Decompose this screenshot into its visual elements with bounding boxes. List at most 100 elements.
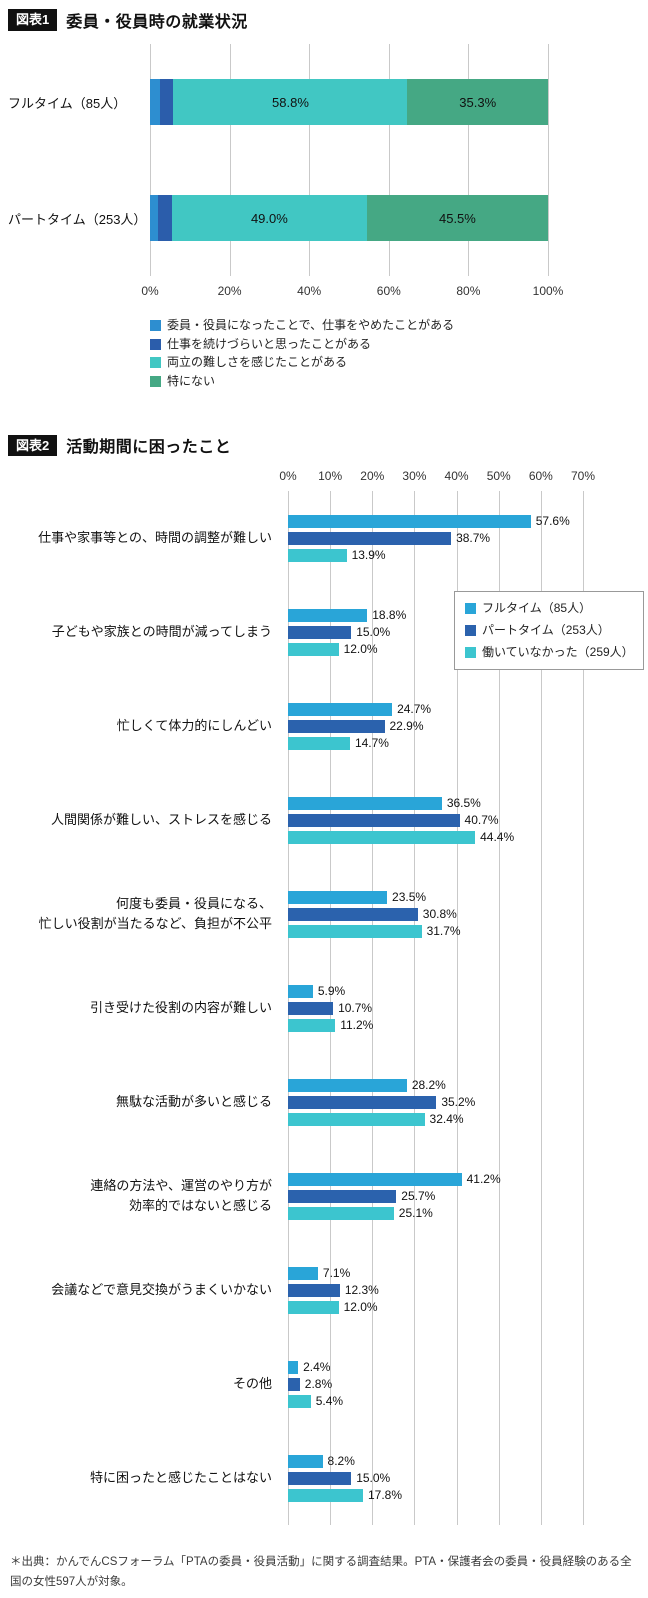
chart2-value-label: 22.9% — [389, 719, 424, 734]
chart2-value-label: 10.7% — [338, 1001, 373, 1016]
chart2-bar — [288, 548, 347, 562]
legend-swatch — [465, 646, 476, 658]
chart2-bar — [288, 608, 368, 622]
chart2-value-label: 38.7% — [456, 531, 491, 546]
chart2-category-label: 子どもや家族との時間が減ってしまう — [51, 623, 272, 639]
chart2-bar-group: 41.2% 25.7% 25.1% — [288, 1169, 583, 1224]
chart2-value-label: 17.8% — [368, 1488, 403, 1503]
chart1-gridline — [309, 44, 311, 276]
chart1-axis-tick: 40% — [297, 284, 322, 298]
chart2-value-label: 8.2% — [327, 1454, 355, 1469]
legend-label: パートタイム（253人） — [482, 622, 610, 637]
chart1-bar-area: 58.8% 35.3% — [150, 44, 548, 160]
chart2-bar-line: 10.7% — [288, 1001, 583, 1016]
chart2-category-label: 会議などで意見交換がうまくいかない — [51, 1281, 272, 1297]
chart2-bar-line: 11.2% — [288, 1018, 583, 1032]
chart2-axis-tick: 10% — [318, 469, 343, 484]
chart2-bar — [288, 924, 422, 938]
legend-label: 特にない — [167, 373, 216, 388]
chart2-bar — [288, 736, 350, 750]
chart2-value-label: 35.2% — [441, 1095, 476, 1110]
chart1-legend-item: 委員・役員になったことで、仕事をやめたことがある — [150, 318, 648, 334]
chart1-stacked-bar: 58.8% 35.3% — [150, 79, 548, 125]
legend-label: 仕事を続けづらいと思ったことがある — [167, 336, 372, 351]
chart2-row: 特に困ったと感じたことはない 8.2% 15.0% 17.8% — [0, 1431, 648, 1525]
chart1-figure-tag: 図表1 — [8, 9, 58, 31]
chart1-axis-tick: 0% — [141, 284, 159, 298]
chart1-stacked-bar: 49.0% 45.5% — [150, 195, 548, 241]
chart2-bar-line: 14.7% — [288, 736, 583, 750]
legend-swatch — [150, 338, 161, 350]
legend-label: フルタイム（85人） — [482, 601, 592, 616]
chart2-bar-line: 44.4% — [288, 830, 583, 844]
chart2-bar — [288, 1189, 397, 1203]
chart2-category-label: 無駄な活動が多いと感じる — [115, 1093, 272, 1109]
chart2-bar — [288, 830, 476, 844]
chart2-bar — [288, 1172, 462, 1186]
chart2-bar — [288, 1488, 363, 1502]
chart1-bar-segment — [150, 195, 158, 241]
chart2-bar-line: 12.0% — [288, 642, 583, 656]
chart2-plot: 仕事や家事等との、時間の調整が難しい 57.6% 38.7% 13.9% 子どもや家族と… — [0, 491, 648, 1526]
chart2-bar-line: 25.7% — [288, 1189, 583, 1203]
chart2-legend-item: フルタイム（85人） — [465, 601, 633, 617]
chart2-bar-group: 24.7% 22.9% 14.7% — [288, 699, 583, 754]
chart2-value-label: 40.7% — [464, 813, 499, 828]
chart2-bar — [288, 719, 385, 733]
chart1-bar-segment — [150, 79, 160, 125]
chart1-legend-item: 両立の難しさを感じたことがある — [150, 355, 648, 371]
chart2-gridline — [498, 491, 500, 1526]
chart2-bar-line: 38.7% — [288, 531, 583, 546]
chart2-bar-line: 8.2% — [288, 1454, 583, 1469]
chart2-bar — [288, 1394, 311, 1408]
chart1-bar-segment — [157, 195, 172, 241]
chart2-bar-group: 18.8% 15.0% 12.0% — [288, 605, 583, 660]
chart2-row: 人間関係が難しい、ストレスを感じる 36.5% 40.7% 44.4% — [0, 773, 648, 867]
chart2-bar — [288, 1095, 437, 1109]
chart2-legend-item: パートタイム（253人） — [465, 623, 633, 639]
chart2-category-label: 連絡の方法や、運営のやり方が 効率的ではないと感じる — [90, 1177, 272, 1214]
chart2-value-label: 18.8% — [372, 608, 407, 623]
chart2-bar-line: 32.4% — [288, 1112, 583, 1126]
chart2-bar — [288, 796, 442, 810]
legend-swatch — [465, 624, 476, 636]
chart2-bar-line: 7.1% — [288, 1266, 583, 1280]
legend-swatch — [150, 320, 161, 331]
chart2-bar — [288, 702, 393, 716]
chart2-bar — [288, 1283, 340, 1297]
chart2-bar — [288, 1360, 299, 1374]
chart2-legend-item: 働いていなかった（259人） — [465, 645, 634, 661]
chart1-gridline — [468, 44, 470, 276]
chart2-bar — [288, 1377, 300, 1391]
chart2-bar — [288, 1206, 394, 1220]
chart2-bar-line: 41.2% — [288, 1172, 583, 1187]
chart2-bar-line: 57.6% — [288, 514, 583, 528]
chart2-value-label: 25.1% — [398, 1206, 433, 1221]
chart2-axis-tick: 40% — [444, 469, 469, 484]
chart2-bar — [288, 1018, 336, 1032]
chart1-axis: 0% 20% 40% 60% 80% 100% — [141, 280, 563, 302]
chart2-gridline — [414, 491, 416, 1526]
chart1-gridline — [150, 44, 151, 276]
chart2-category-label: その他 — [232, 1375, 272, 1391]
chart2-row: 無駄な活動が多いと感じる 28.2% 35.2% 32.4% — [0, 1055, 648, 1149]
chart2-bar-line: 12.0% — [288, 1300, 583, 1314]
chart1-bar-segment: 35.3% — [407, 79, 548, 125]
chart2-value-label: 41.2% — [466, 1172, 501, 1187]
chart2-title: 活動期間に困ったこと — [66, 439, 232, 457]
chart2-value-label: 36.5% — [446, 796, 481, 811]
chart2-row: 連絡の方法や、運営のやり方が 効率的ではないと感じる 41.2% 25.7% 25.1… — [0, 1149, 648, 1243]
chart2-row: 忙しくて体力的にしんどい 24.7% 22.9% 14.7% — [0, 679, 648, 773]
chart1-legend-item: 仕事を続けづらいと思ったことがある — [150, 337, 648, 353]
chart1-bar-area: 49.0% 45.5% — [150, 160, 548, 276]
legend-label: 両立の難しさを感じたことがある — [167, 355, 348, 370]
chart1-axis-tick: 60% — [376, 284, 401, 298]
chart2-bar-group: 5.9% 10.7% 11.2% — [288, 981, 583, 1036]
chart1-category-label: パートタイム（253人） — [8, 211, 147, 227]
chart2-value-label: 2.8% — [304, 1377, 333, 1392]
chart1-row: フルタイム（85人） 58.8% 35.3% — [8, 44, 548, 160]
chart2-bar-line: 12.3% — [288, 1283, 583, 1297]
chart2-axis-tick: 70% — [570, 469, 596, 484]
chart2-value-label: 23.5% — [392, 890, 427, 905]
chart2-bar-line: 25.1% — [288, 1206, 583, 1221]
